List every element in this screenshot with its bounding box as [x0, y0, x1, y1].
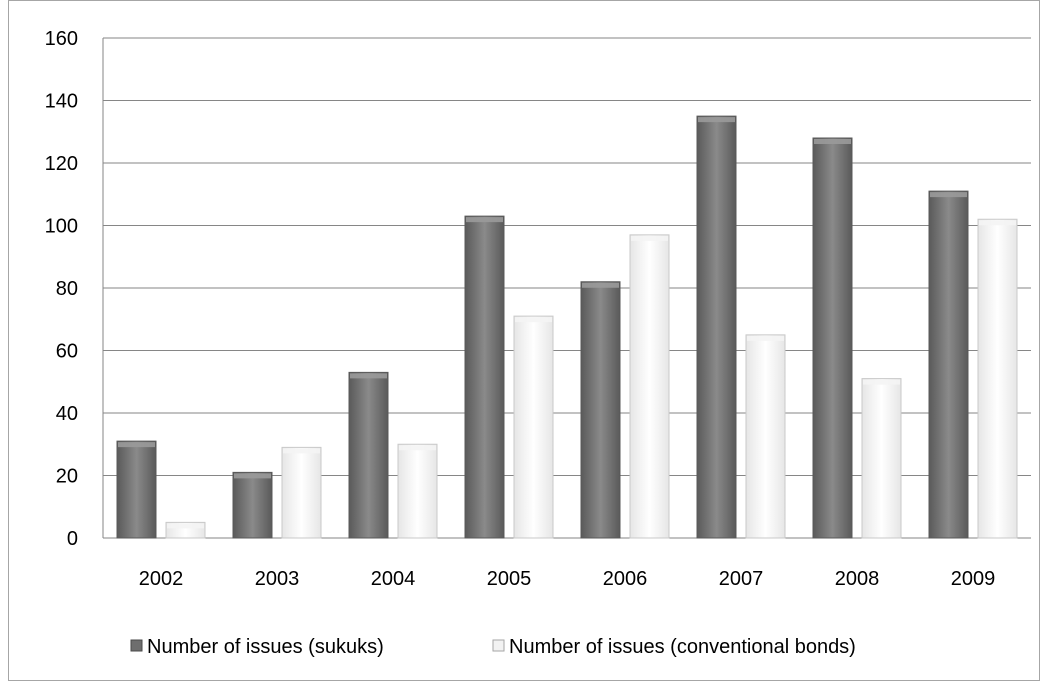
bar-sukuks-2007 [696, 115, 737, 539]
bar-bevel [631, 235, 668, 241]
legend-swatch-conventional [492, 639, 505, 652]
y-axis-ticks: 0 20 40 60 80 100 120 140 160 [45, 28, 78, 550]
bar-bevel [814, 139, 851, 144]
legend-label-conventional: Number of issues (conventional bonds) [509, 636, 856, 658]
bar-conventional-2004 [397, 443, 438, 539]
legend-swatch-sukuks [130, 639, 143, 652]
bar-bevel [283, 448, 320, 454]
bar-sukuks-2003 [232, 471, 273, 539]
x-tick-label: 2008 [835, 568, 880, 590]
x-axis-ticks: 2002 2003 2004 2005 2006 2007 2008 2009 [139, 568, 996, 590]
x-tick-label: 2003 [255, 568, 300, 590]
bar-bevel [582, 282, 619, 288]
bar-conventional-2003 [281, 446, 322, 539]
bars [116, 115, 1018, 539]
legend: Number of issues (sukuks) Number of issue… [130, 636, 856, 658]
bar-bevel [466, 217, 503, 223]
bar-bevel [698, 117, 735, 123]
bar-sukuks-2002 [116, 440, 157, 539]
bar-bevel [118, 442, 155, 448]
y-tick-label: 60 [56, 341, 78, 363]
bar-sukuks-2009 [928, 190, 969, 539]
bar-conventional-2009 [977, 218, 1018, 539]
x-tick-label: 2002 [139, 568, 184, 590]
bar-bevel [234, 473, 271, 479]
bar-sukuks-2004 [348, 371, 389, 539]
x-tick-label: 2004 [371, 568, 416, 590]
bar-bevel [747, 335, 784, 341]
bar-bevel [515, 317, 552, 323]
y-tick-label: 140 [45, 91, 78, 113]
y-tick-label: 20 [56, 466, 78, 488]
bar-conventional-2008 [861, 378, 902, 539]
x-tick-label: 2007 [719, 568, 764, 590]
bar-bevel [863, 379, 900, 385]
bar-bevel [930, 192, 967, 198]
y-tick-label: 100 [45, 216, 78, 238]
bar-sukuks-2008 [812, 137, 853, 539]
x-tick-label: 2009 [951, 568, 996, 590]
bar-conventional-2006 [629, 234, 670, 539]
bar-bevel [399, 445, 436, 451]
x-tick-label: 2005 [487, 568, 532, 590]
x-tick-label: 2006 [603, 568, 648, 590]
bar-conventional-2007 [745, 334, 786, 539]
y-tick-label: 80 [56, 278, 78, 300]
bar-bevel [979, 220, 1016, 226]
bar-sukuks-2006 [580, 281, 621, 539]
y-tick-label: 0 [67, 528, 78, 550]
bar-conventional-2005 [513, 315, 554, 539]
y-tick-label: 40 [56, 403, 78, 425]
y-tick-label: 120 [45, 153, 78, 175]
legend-label-sukuks: Number of issues (sukuks) [147, 636, 384, 658]
y-tick-label: 160 [45, 28, 78, 50]
bar-sukuks-2005 [464, 215, 505, 539]
bar-bevel [350, 373, 387, 379]
bar-bevel [167, 523, 204, 529]
